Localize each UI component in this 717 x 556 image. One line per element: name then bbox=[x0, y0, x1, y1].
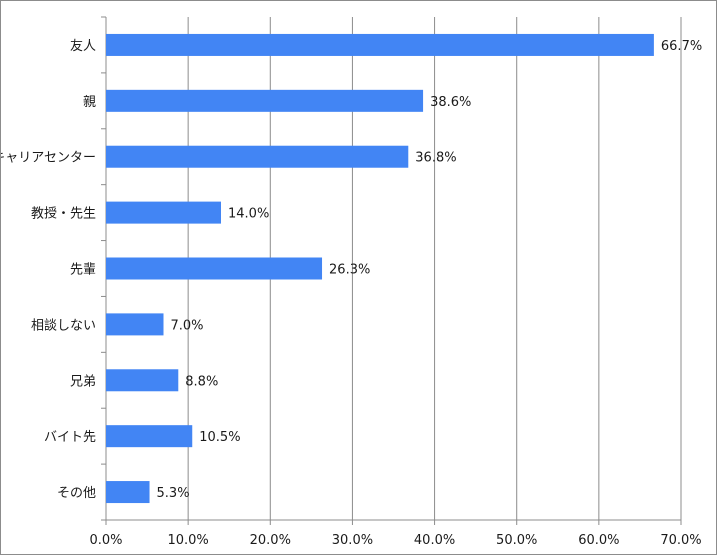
category-label: 友人 bbox=[70, 38, 96, 54]
x-tick-label: 70.0% bbox=[660, 533, 701, 548]
bar bbox=[106, 369, 179, 392]
bar bbox=[106, 425, 193, 448]
data-label: 26.3% bbox=[329, 263, 370, 278]
bar bbox=[106, 201, 221, 224]
bar bbox=[106, 257, 323, 280]
x-tick-label: 0.0% bbox=[89, 533, 122, 548]
category-label: バイト先 bbox=[44, 430, 96, 445]
category-label: 先輩 bbox=[70, 263, 96, 278]
category-label: 教授・先生 bbox=[31, 206, 96, 222]
x-tick-label: 30.0% bbox=[332, 533, 373, 548]
data-label: 5.3% bbox=[157, 486, 190, 501]
category-label: その他 bbox=[57, 486, 96, 501]
x-tick-label: 60.0% bbox=[578, 533, 619, 548]
data-label: 38.6% bbox=[430, 95, 471, 110]
category-label: キャリアセンター bbox=[1, 151, 96, 166]
x-tick-label: 40.0% bbox=[414, 533, 455, 548]
x-tick-label: 20.0% bbox=[250, 533, 291, 548]
data-label: 10.5% bbox=[199, 430, 240, 445]
category-label: 相談しない bbox=[31, 317, 96, 333]
data-label: 36.8% bbox=[415, 151, 456, 166]
data-label: 8.8% bbox=[185, 374, 218, 389]
data-label: 7.0% bbox=[171, 318, 204, 333]
bar bbox=[106, 313, 164, 336]
bar bbox=[106, 145, 409, 168]
data-label: 66.7% bbox=[661, 39, 702, 54]
bar bbox=[106, 33, 654, 56]
data-label: 14.0% bbox=[228, 207, 269, 222]
category-label: 兄弟 bbox=[70, 374, 96, 389]
category-label: 親 bbox=[83, 95, 96, 110]
bar bbox=[106, 481, 150, 504]
x-tick-label: 10.0% bbox=[167, 533, 208, 548]
bar bbox=[106, 89, 424, 112]
x-tick-label: 50.0% bbox=[496, 533, 537, 548]
